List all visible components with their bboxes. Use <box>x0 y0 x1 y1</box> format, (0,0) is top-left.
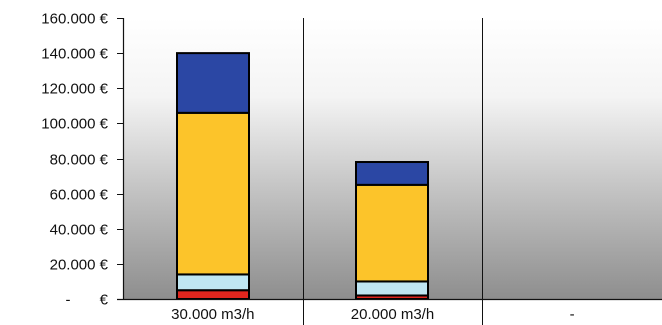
y-tick-label: 160.000 € <box>41 11 108 28</box>
y-tick-label: 80.000 € <box>50 152 109 169</box>
y-tick-label: 120.000 € <box>41 81 108 98</box>
bar-segment <box>176 111 250 276</box>
y-tick-label: - € <box>65 292 108 309</box>
x-category-label: 20.000 m3/h <box>351 306 434 323</box>
bar-segment <box>355 161 429 186</box>
y-tick-label: 60.000 € <box>50 187 109 204</box>
bar-segment <box>176 273 250 292</box>
category-dividers <box>303 18 483 325</box>
bars <box>176 52 429 300</box>
y-axis-ticks: - € 20.000 € 40.000 € 60.000 € 80.000 € 100.0… <box>41 11 123 309</box>
y-tick-label: 20.000 € <box>50 257 109 274</box>
bar-segment <box>176 52 250 114</box>
y-tick-label: 140.000 € <box>41 46 108 63</box>
axes <box>117 18 662 301</box>
bar-segment <box>176 289 250 300</box>
x-category-label: 30.000 m3/h <box>171 306 254 323</box>
y-tick-label: 100.000 € <box>41 116 108 133</box>
y-tick-label: 40.000 € <box>50 222 109 239</box>
bar-segment <box>355 183 429 283</box>
bar-segment <box>355 280 429 297</box>
x-category-label: - <box>570 306 575 323</box>
x-axis-labels: 30.000 m3/h 20.000 m3/h - <box>171 306 575 323</box>
